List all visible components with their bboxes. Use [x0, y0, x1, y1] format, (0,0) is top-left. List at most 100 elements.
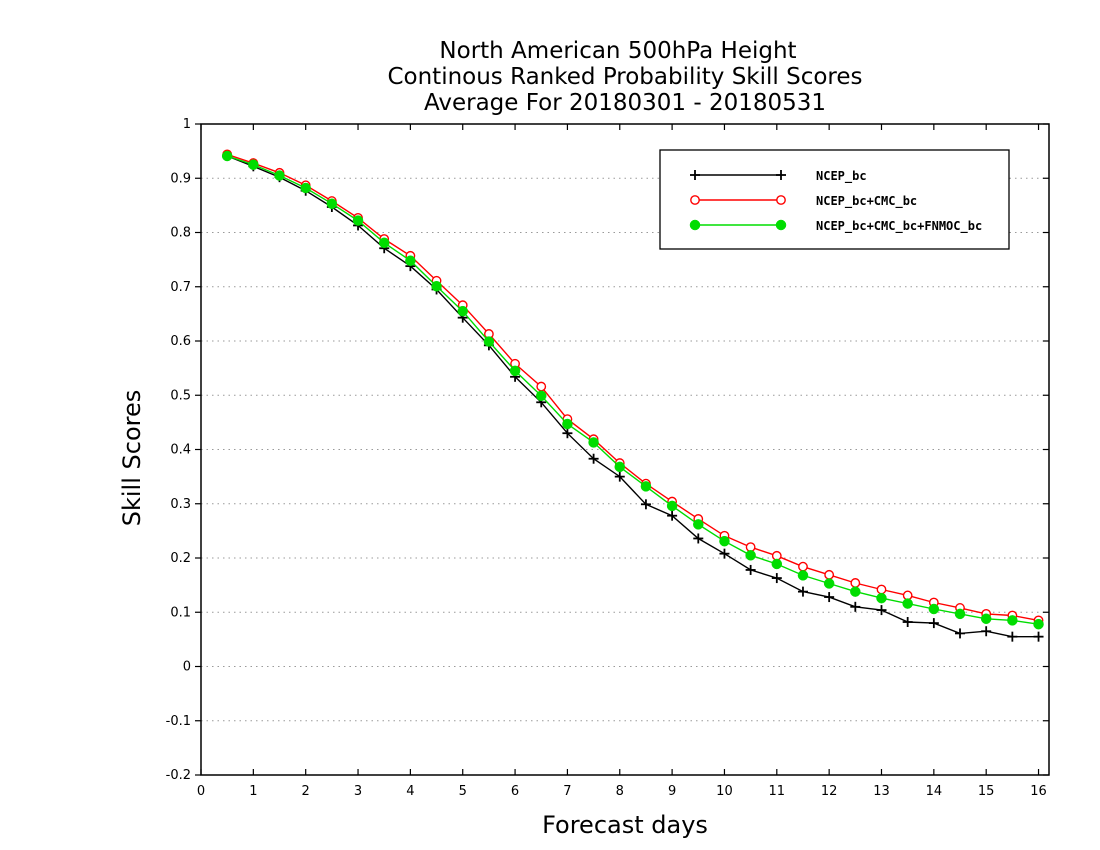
legend-marker [776, 170, 786, 180]
series-3 [221, 150, 1044, 630]
data-point [536, 381, 547, 392]
data-point [902, 617, 913, 628]
x-tick-label: 11 [769, 784, 786, 799]
legend-key-3 [689, 219, 787, 231]
y-tick-label: 0.6 [170, 334, 191, 349]
data-point [248, 159, 259, 170]
y-tick-label: -0.2 [166, 768, 191, 783]
data-point [614, 461, 626, 473]
data-point [824, 569, 835, 580]
x-tick-label: 16 [1030, 784, 1047, 799]
x-tick-label: 0 [197, 784, 205, 799]
data-point [1033, 618, 1044, 630]
x-tick-label: 5 [459, 784, 467, 799]
data-point [562, 418, 573, 430]
legend-marker [775, 219, 787, 231]
data-point [719, 548, 730, 559]
data-point [457, 305, 468, 317]
data-point [876, 605, 887, 616]
data-point [378, 237, 390, 249]
chart-title-line-2: Continous Ranked Probability Skill Score… [387, 64, 862, 90]
legend-marker [690, 195, 700, 205]
series-line [226, 155, 1039, 638]
data-point [666, 500, 678, 512]
data-point [719, 535, 730, 547]
x-tick-label: 7 [563, 784, 571, 799]
legend-label-ncep-bc: NCEP_bc [816, 169, 867, 184]
y-tick-label: 0.9 [170, 171, 191, 186]
data-point [1033, 631, 1044, 642]
y-tick-label: 0.7 [170, 280, 191, 295]
data-point [954, 608, 966, 620]
data-point [876, 592, 887, 604]
data-point [693, 519, 704, 530]
data-point [431, 280, 442, 292]
data-point [876, 584, 887, 595]
axis-ticks: -0.2-0.100.10.20.30.40.50.60.70.80.910 1 2… [166, 117, 1049, 799]
x-axis-title: Forecast days [542, 811, 708, 839]
grid-lines [201, 177, 1049, 722]
y-tick-label: 0.3 [170, 497, 191, 512]
data-point [667, 510, 678, 521]
data-point [928, 618, 939, 629]
data-point [850, 578, 861, 588]
data-point [509, 365, 521, 377]
data-point [405, 255, 416, 266]
data-point [640, 499, 651, 510]
y-tick-label: 0 [183, 660, 191, 675]
data-point [823, 578, 835, 589]
data-point [797, 570, 809, 581]
data-point [745, 550, 756, 561]
data-point [352, 215, 364, 226]
x-tick-label: 15 [978, 784, 995, 799]
data-point [693, 533, 704, 544]
x-tick-label: 4 [406, 784, 414, 799]
plot-frame [200, 123, 1050, 776]
legend-marker [776, 195, 786, 205]
legend-key-2 [690, 195, 786, 205]
legend-items [689, 170, 787, 231]
y-tick-label: 1 [183, 117, 191, 132]
x-tick-label: 2 [302, 784, 310, 799]
data-point [955, 628, 966, 639]
chart-title-line-3: Average For 20180301 - 20180531 [424, 90, 826, 116]
data-point [1007, 615, 1018, 626]
x-tick-label: 8 [616, 784, 624, 799]
data-point [640, 481, 652, 492]
x-tick-label: 12 [821, 784, 838, 799]
y-axis-title: Skill Scores [118, 390, 146, 527]
data-point [326, 198, 338, 209]
data-point [535, 390, 547, 402]
data-point [274, 170, 285, 181]
data-point [850, 586, 861, 597]
y-tick-label: 0.2 [170, 551, 191, 566]
y-tick-label: 0.8 [170, 226, 191, 241]
x-tick-label: 6 [511, 784, 519, 799]
data-point [483, 336, 495, 347]
y-tick-label: 0.5 [170, 388, 191, 403]
legend-label-ncep-bc-cmc-bc: NCEP_bc+CMC_bc [816, 194, 917, 209]
legend-marker [689, 219, 701, 231]
x-tick-label: 1 [249, 784, 257, 799]
data-point [850, 601, 861, 612]
data-point [902, 598, 913, 609]
data-point [221, 150, 233, 162]
y-tick-label: 0.1 [170, 605, 191, 620]
data-point [980, 613, 992, 625]
data-point [797, 586, 808, 597]
legend-marker [690, 170, 700, 180]
y-tick-label: -0.1 [166, 714, 191, 729]
data-point [1007, 631, 1018, 642]
data-point [588, 437, 599, 448]
legend: NCEP_bc NCEP_bc+CMC_bc NCEP_bc+CMC_bc+FN… [659, 149, 1010, 250]
x-tick-label: 13 [873, 784, 890, 799]
data-point [614, 471, 625, 482]
x-tick-label: 9 [668, 784, 676, 799]
data-point [588, 453, 599, 464]
x-tick-label: 3 [354, 784, 362, 799]
data-point [771, 573, 782, 584]
series-layer [221, 149, 1044, 642]
x-tick-label: 10 [716, 784, 733, 799]
legend-label-ncep-bc-cmc-bc-fnmoc-bc: NCEP_bc+CMC_bc+FNMOC_bc [816, 219, 982, 234]
